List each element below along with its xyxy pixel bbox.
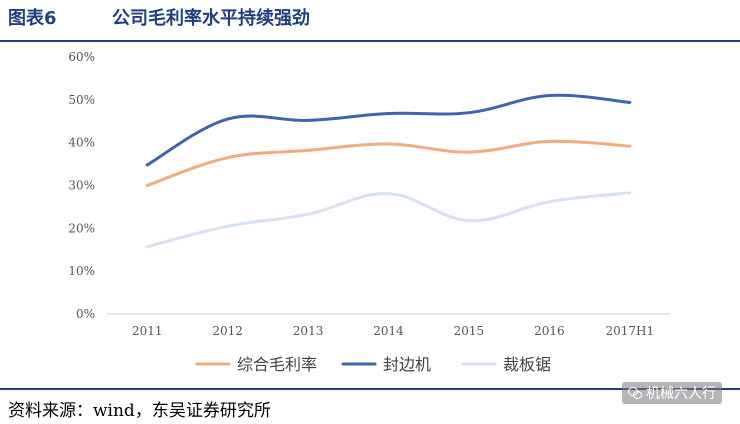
y-tick-label: 30% <box>68 179 95 193</box>
y-tick-label: 20% <box>68 221 95 235</box>
y-tick-label: 40% <box>68 136 95 150</box>
line-chart: 0% 10% 20% 30% 40% 50% 60% 2011 2012 2013 2014 2015… <box>68 50 670 374</box>
watermark-text: 机械六人行 <box>646 386 716 402</box>
legend-label-3: 裁板锯 <box>503 355 551 374</box>
x-tick-label: 2011 <box>132 324 163 338</box>
y-tick-label: 0% <box>76 307 95 321</box>
figure-number: 图表6 <box>8 8 57 29</box>
y-tick-label: 60% <box>68 50 95 64</box>
y-tick-label: 10% <box>68 264 95 278</box>
x-tick-label: 2013 <box>293 324 324 338</box>
y-tick-label: 50% <box>68 93 95 107</box>
figure-title: 公司毛利率水平持续强劲 <box>112 8 310 29</box>
series-line-1 <box>145 139 632 187</box>
series-line-3 <box>145 191 632 249</box>
wechat-icon <box>628 387 642 399</box>
x-tick-label: 2016 <box>534 324 565 338</box>
legend-label-2: 封边机 <box>383 355 431 374</box>
x-tick-label: 2015 <box>454 324 485 338</box>
source-note: 资料来源：wind，东吴证券研究所 <box>8 401 271 421</box>
series-line-2 <box>145 93 632 167</box>
watermark: 机械六人行 <box>622 382 722 404</box>
legend-label-1: 综合毛利率 <box>237 355 317 374</box>
figure-footer: 资料来源：wind，东吴证券研究所 机械六人行 <box>0 382 740 424</box>
x-tick-label: 2017H1 <box>605 324 654 338</box>
x-tick-label: 2014 <box>373 324 404 338</box>
x-tick-label: 2012 <box>212 324 243 338</box>
figure-header: 图表6 公司毛利率水平持续强劲 <box>0 0 740 42</box>
